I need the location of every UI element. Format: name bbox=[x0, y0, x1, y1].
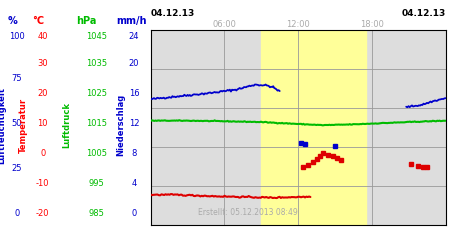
Text: 1045: 1045 bbox=[86, 32, 107, 41]
Text: 30: 30 bbox=[37, 59, 48, 68]
Text: 10: 10 bbox=[37, 119, 48, 128]
Text: 12: 12 bbox=[129, 119, 140, 128]
Text: 0: 0 bbox=[14, 209, 20, 218]
Text: 100: 100 bbox=[9, 32, 25, 41]
Text: -20: -20 bbox=[36, 209, 50, 218]
Text: 24: 24 bbox=[129, 32, 140, 41]
Text: 1005: 1005 bbox=[86, 149, 107, 158]
Text: 0: 0 bbox=[40, 149, 45, 158]
Text: hPa: hPa bbox=[76, 16, 97, 26]
Text: Niederschlag: Niederschlag bbox=[116, 94, 125, 156]
Text: 20: 20 bbox=[37, 89, 48, 98]
Text: 8: 8 bbox=[131, 149, 137, 158]
Text: 985: 985 bbox=[89, 209, 105, 218]
Text: Luftdruck: Luftdruck bbox=[62, 102, 71, 148]
Text: Luftfeuchtigkeit: Luftfeuchtigkeit bbox=[0, 86, 7, 164]
Text: 04.12.13: 04.12.13 bbox=[401, 9, 446, 18]
Bar bbox=[261, 30, 298, 225]
Text: 0: 0 bbox=[131, 209, 137, 218]
Text: -10: -10 bbox=[36, 179, 50, 188]
Text: 75: 75 bbox=[12, 74, 22, 83]
Bar bbox=[298, 30, 366, 225]
Text: 1015: 1015 bbox=[86, 119, 107, 128]
Text: 04.12.13: 04.12.13 bbox=[151, 9, 195, 18]
Text: 1035: 1035 bbox=[86, 59, 107, 68]
Text: mm/h: mm/h bbox=[116, 16, 147, 26]
Text: Temperatur: Temperatur bbox=[19, 98, 28, 152]
Text: 20: 20 bbox=[129, 59, 140, 68]
Text: 4: 4 bbox=[131, 179, 137, 188]
Text: 25: 25 bbox=[12, 164, 22, 173]
Text: %: % bbox=[8, 16, 18, 26]
Text: 16: 16 bbox=[129, 89, 140, 98]
Text: Erstellt: 05.12.2013 08:49: Erstellt: 05.12.2013 08:49 bbox=[198, 208, 298, 217]
Text: 1025: 1025 bbox=[86, 89, 107, 98]
Text: 40: 40 bbox=[37, 32, 48, 41]
Text: 995: 995 bbox=[89, 179, 104, 188]
Text: 50: 50 bbox=[12, 119, 22, 128]
Text: °C: °C bbox=[32, 16, 45, 26]
